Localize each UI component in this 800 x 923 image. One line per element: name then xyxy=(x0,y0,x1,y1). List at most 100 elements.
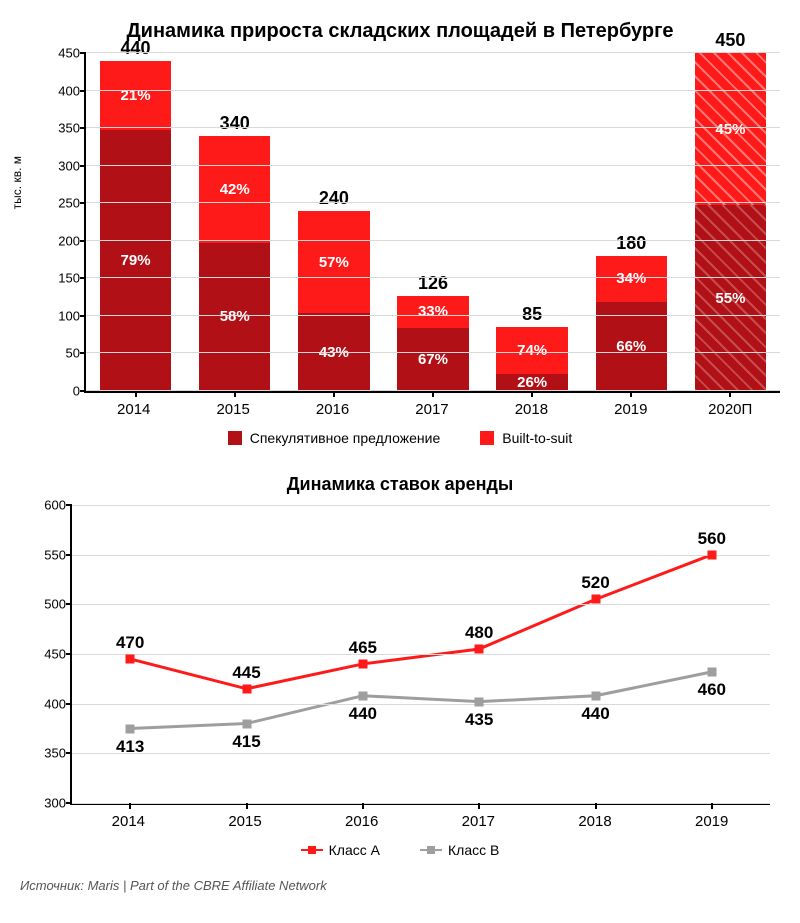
line-marker xyxy=(591,595,600,604)
line-marker xyxy=(242,719,251,728)
legend-item: Класс A xyxy=(301,842,380,858)
bar-legend: Спекулятивное предложение Built-to-suit xyxy=(20,430,780,446)
bar-chart: Динамика прироста складских площадей в П… xyxy=(20,20,780,446)
x-tick-mark xyxy=(246,803,248,809)
gridline xyxy=(72,704,770,705)
y-tick-mark xyxy=(80,390,86,392)
bar-segment-label: 42% xyxy=(220,181,250,198)
gridline xyxy=(86,90,780,91)
x-tick-mark xyxy=(129,803,131,809)
bar-segment-spec: 55% xyxy=(695,205,766,391)
x-tick-mark xyxy=(531,391,533,397)
bar-slot: 34%66%180 xyxy=(582,53,681,391)
bar: 57%43%240 xyxy=(298,211,369,391)
point-label: 520 xyxy=(581,573,609,593)
y-tick-mark xyxy=(80,127,86,129)
y-tick-mark xyxy=(66,802,72,804)
point-label: 560 xyxy=(698,529,726,549)
point-label: 465 xyxy=(349,638,377,658)
y-tick-mark xyxy=(80,202,86,204)
legend-label: Класс B xyxy=(448,842,499,858)
line-marker xyxy=(475,645,484,654)
bar-total-label: 450 xyxy=(715,30,745,53)
legend-label: Спекулятивное предложение xyxy=(250,430,441,446)
gridline xyxy=(72,604,770,605)
line-x-axis: 201420152016201720182019 xyxy=(70,805,770,830)
x-tick-mark xyxy=(362,803,364,809)
bar: 33%67%126 xyxy=(397,296,468,391)
line-marker xyxy=(591,691,600,700)
line-chart: Динамика ставок аренды 30035040045050055… xyxy=(20,474,780,858)
bar-slot: 45%55%450 xyxy=(681,53,780,391)
line-chart-title: Динамика ставок аренды xyxy=(20,474,780,495)
bar-slot: 74%26%85 xyxy=(483,53,582,391)
point-label: 480 xyxy=(465,623,493,643)
line-marker xyxy=(126,654,135,663)
bar: 21%79%440 xyxy=(100,61,171,391)
line-marker xyxy=(707,550,716,559)
gridline xyxy=(86,240,780,241)
x-tick-mark xyxy=(333,391,335,397)
y-axis-label: тыс. кв. м xyxy=(10,155,24,208)
bar-segment-bts: 34% xyxy=(596,256,667,302)
line-legend: Класс A Класс B xyxy=(20,842,780,858)
y-tick-mark xyxy=(80,90,86,92)
point-label: 435 xyxy=(465,710,493,730)
y-tick-mark xyxy=(66,752,72,754)
legend-item: Спекулятивное предложение xyxy=(228,430,441,446)
bar-slot: 33%67%126 xyxy=(383,53,482,391)
y-tick-mark xyxy=(66,603,72,605)
gridline xyxy=(72,654,770,655)
bar: 34%66%180 xyxy=(596,256,667,391)
line-marker xyxy=(358,659,367,668)
x-tick-mark xyxy=(595,803,597,809)
legend-swatch xyxy=(480,431,494,445)
line-marker xyxy=(126,724,135,733)
line-marker xyxy=(242,684,251,693)
point-label: 440 xyxy=(349,704,377,724)
line-marker xyxy=(707,667,716,676)
gridline xyxy=(86,52,780,53)
y-tick-mark xyxy=(80,165,86,167)
bar: 74%26%85 xyxy=(496,327,567,391)
point-label: 415 xyxy=(232,732,260,752)
y-tick-mark xyxy=(80,277,86,279)
bar-segment-label: 58% xyxy=(220,308,250,325)
x-tick-mark xyxy=(432,391,434,397)
gridline xyxy=(86,202,780,203)
bar-segment-bts: 33% xyxy=(397,296,468,327)
gridline xyxy=(86,165,780,166)
point-label: 413 xyxy=(116,737,144,757)
bar-plot-area: 21%79%440 42% 58% 340 57%43%240 33%67%126 74%2… xyxy=(84,53,780,393)
source-text: Источник: Maris | Part of the CBRE Affil… xyxy=(20,878,780,893)
bar-total-label: 340 xyxy=(220,113,250,136)
legend-swatch xyxy=(301,845,323,855)
legend-label: Built-to-suit xyxy=(502,430,572,446)
y-tick-mark xyxy=(66,504,72,506)
point-label: 440 xyxy=(581,704,609,724)
gridline xyxy=(72,803,770,804)
bar-segment-label: 34% xyxy=(616,270,646,287)
bar-slot: 42% 58% 340 xyxy=(185,53,284,391)
gridline xyxy=(86,352,780,353)
y-tick-mark xyxy=(80,240,86,242)
gridline xyxy=(86,315,780,316)
bar-segment-label: 45% xyxy=(715,121,745,138)
y-tick-mark xyxy=(80,315,86,317)
x-tick-mark xyxy=(630,391,632,397)
gridline xyxy=(72,555,770,556)
bar-total-label: 440 xyxy=(121,38,151,61)
bar-segment-spec: 26% xyxy=(496,374,567,391)
point-label: 470 xyxy=(116,633,144,653)
bar-segment-label: 55% xyxy=(715,290,745,307)
gridline xyxy=(86,277,780,278)
bar-segment-spec: 58% xyxy=(199,243,270,391)
bar-segment-bts: 45% xyxy=(695,53,766,205)
gridline xyxy=(86,127,780,128)
bar-total-label: 240 xyxy=(319,188,349,211)
line-series xyxy=(130,555,712,689)
bar-segment-label: 33% xyxy=(418,303,448,320)
gridline xyxy=(72,505,770,506)
bar: 45%55%450 xyxy=(695,53,766,391)
legend-swatch xyxy=(228,431,242,445)
